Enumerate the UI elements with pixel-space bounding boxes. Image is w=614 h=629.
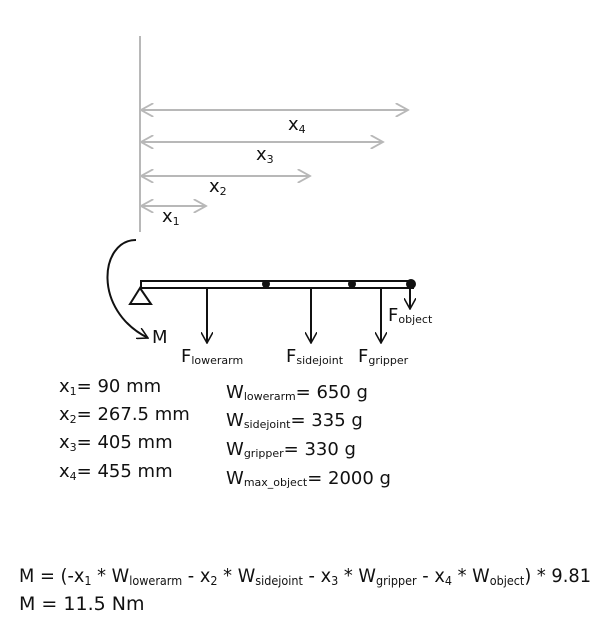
distance-x3: x3= 405 mm (59, 432, 173, 454)
label-f-object: Fobject (388, 305, 433, 326)
moment-label: M (152, 327, 168, 348)
pivot-support (128, 286, 153, 305)
moment-formula: M = (-x1 * Wlowerarm - x2 * Wsidejoint -… (19, 565, 591, 588)
gripper-dot (348, 280, 356, 288)
label-x3: x3 (256, 144, 274, 166)
moment-arc (106, 239, 148, 338)
beam-end-dot (406, 279, 416, 289)
label-f-lowerarm: Flowerarm (181, 346, 243, 367)
distance-x1: x1= 90 mm (59, 376, 161, 398)
weight-lowerarm: Wlowerarm= 650 g (226, 382, 368, 403)
label-f-sidejoint: Fsidejoint (286, 346, 344, 367)
distance-x4: x4= 455 mm (59, 461, 173, 483)
label-x2: x2 (209, 176, 227, 198)
label-f-gripper: Fgripper (358, 346, 409, 367)
distance-x2: x2= 267.5 mm (59, 404, 190, 426)
weight-sidejoint: Wsidejoint= 335 g (226, 410, 363, 431)
weight-gripper: Wgripper= 330 g (226, 439, 356, 460)
moment-result: M = 11.5 Nm (19, 593, 144, 615)
weight-max-object: Wmax_object= 2000 g (226, 468, 391, 489)
label-x4: x4 (288, 114, 306, 136)
sidejoint-dot (262, 280, 270, 288)
label-x1: x1 (162, 206, 180, 228)
beam (140, 280, 414, 289)
